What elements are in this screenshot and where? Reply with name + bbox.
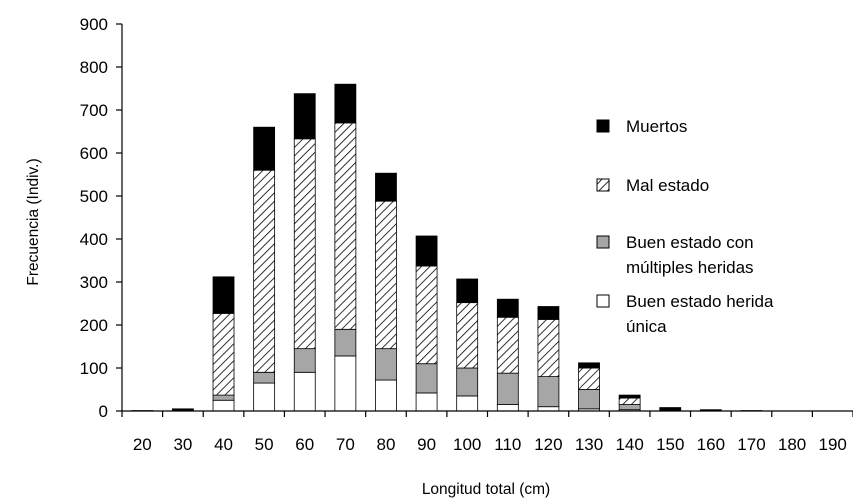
bar-segment-120-3: [538, 319, 559, 376]
bar-segment-90-2: [416, 364, 437, 393]
y-tick-label-700: 700: [80, 101, 108, 120]
bar-segment-140-2: [619, 405, 640, 410]
legend: Muertos Mal estado Buen estado con múltiple…: [597, 117, 774, 336]
bar-segment-50-1: [254, 383, 275, 411]
legend-label-buen-estado-multiples: Buen estado con: [626, 233, 754, 252]
legend-swatch-buen-estado-multiples: [597, 236, 609, 248]
bar-segment-40-4: [213, 277, 234, 314]
bar-segment-70-1: [335, 356, 356, 411]
x-tick-label-80: 80: [377, 435, 396, 454]
bar-segment-60-4: [294, 94, 315, 139]
bar-segment-80-1: [375, 380, 396, 411]
bar-segment-140-4: [619, 395, 640, 398]
x-tick-label-30: 30: [173, 435, 192, 454]
bar-segment-90-1: [416, 393, 437, 411]
x-tick-label-50: 50: [255, 435, 274, 454]
bar-segment-120-2: [538, 377, 559, 407]
legend-swatch-buen-estado-unica: [597, 295, 609, 307]
bar-segment-90-3: [416, 266, 437, 364]
y-tick-label-900: 900: [80, 15, 108, 34]
bar-segment-80-2: [375, 349, 396, 380]
x-tick-label-70: 70: [336, 435, 355, 454]
x-tick-label-180: 180: [778, 435, 806, 454]
x-tick-label-150: 150: [656, 435, 684, 454]
bar-segment-60-3: [294, 139, 315, 349]
x-tick-label-190: 190: [819, 435, 847, 454]
x-tick-label-160: 160: [697, 435, 725, 454]
x-tick-label-130: 130: [575, 435, 603, 454]
bar-segment-70-2: [335, 329, 356, 356]
bar-segment-130-2: [579, 390, 600, 409]
bar-segment-120-4: [538, 307, 559, 320]
bar-segment-110-2: [497, 373, 518, 404]
legend-label-muertos: Muertos: [626, 117, 687, 136]
bar-segment-80-3: [375, 201, 396, 348]
x-tick-label-100: 100: [453, 435, 481, 454]
x-tick-label-90: 90: [417, 435, 436, 454]
legend-swatch-muertos: [597, 120, 609, 132]
bar-segment-110-3: [497, 317, 518, 373]
x-tick-label-120: 120: [534, 435, 562, 454]
bar-segment-40-1: [213, 400, 234, 411]
y-tick-label-0: 0: [99, 402, 108, 421]
y-tick-label-600: 600: [80, 144, 108, 163]
bar-segment-60-2: [294, 349, 315, 373]
legend-label-buen-estado-unica: Buen estado herida: [626, 292, 774, 311]
bar-segment-140-3: [619, 398, 640, 404]
x-tick-label-110: 110: [494, 435, 521, 454]
legend-label-buen-estado-multiples-line2: múltiples heridas: [626, 258, 754, 277]
bar-segment-70-3: [335, 123, 356, 329]
y-tick-label-100: 100: [80, 359, 108, 378]
legend-label-buen-estado-unica-line2: única: [626, 317, 667, 336]
x-tick-label-60: 60: [295, 435, 314, 454]
bar-segment-100-2: [457, 368, 478, 396]
x-tick-label-140: 140: [615, 435, 643, 454]
y-tick-label-500: 500: [80, 187, 108, 206]
bar-segment-110-1: [497, 405, 518, 411]
bar-segment-50-3: [254, 170, 275, 372]
bar-segment-100-4: [457, 279, 478, 303]
bar-segment-50-2: [254, 372, 275, 383]
x-axis-title: Longitud total (cm): [422, 481, 550, 498]
y-axis-title: Frecuencia (Indiv.): [25, 158, 42, 285]
y-tick-label-800: 800: [80, 58, 108, 77]
y-tick-label-400: 400: [80, 230, 108, 249]
bar-segment-100-3: [457, 303, 478, 368]
legend-label-mal-estado: Mal estado: [626, 176, 709, 195]
bar-segment-130-4: [579, 363, 600, 368]
bar-segment-70-4: [335, 84, 356, 123]
bar-segment-120-1: [538, 407, 559, 411]
x-tick-label-40: 40: [214, 435, 233, 454]
bar-segment-40-3: [213, 313, 234, 395]
x-tick-label-170: 170: [737, 435, 765, 454]
bar-segment-100-1: [457, 396, 478, 411]
y-tick-label-200: 200: [80, 316, 108, 335]
legend-swatch-mal-estado: [597, 179, 609, 191]
x-tick-label-20: 20: [133, 435, 152, 454]
bar-segment-50-4: [254, 127, 275, 170]
bar-segment-110-4: [497, 299, 518, 317]
bar-segment-90-4: [416, 236, 437, 266]
bar-segment-130-3: [579, 368, 600, 390]
bar-segment-80-4: [375, 173, 396, 201]
bar-segment-60-1: [294, 372, 315, 411]
y-tick-label-300: 300: [80, 273, 108, 292]
bar-segment-40-2: [213, 395, 234, 400]
